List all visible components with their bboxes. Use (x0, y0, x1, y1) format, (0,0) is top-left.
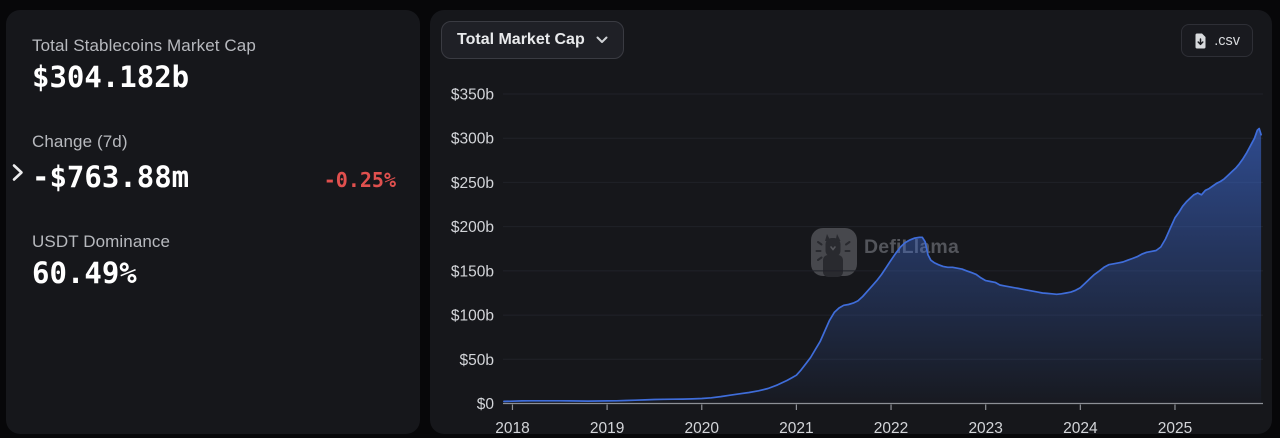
chart-panel: Total Market Cap .csv (430, 10, 1272, 434)
stat-usdt-dominance: USDT Dominance 60.49% (32, 232, 396, 290)
svg-text:2023: 2023 (968, 420, 1002, 434)
stat-label: USDT Dominance (32, 232, 171, 251)
chevron-right-icon (12, 164, 23, 181)
svg-text:$250b: $250b (451, 175, 494, 192)
change-7d-value: -$763.88m (32, 160, 190, 194)
svg-text:$300b: $300b (451, 131, 494, 148)
x-axis-labels: 2018 2019 2020 2021 2022 2023 2024 2025 (495, 420, 1192, 434)
svg-text:$150b: $150b (451, 263, 494, 280)
stats-panel: Total Stablecoins Market Cap $304.182b C… (6, 10, 420, 434)
svg-text:2020: 2020 (685, 420, 720, 434)
svg-text:2022: 2022 (874, 420, 908, 434)
svg-text:$350b: $350b (451, 87, 494, 104)
file-download-icon (1195, 33, 1206, 48)
stat-total-market-cap: Total Stablecoins Market Cap $304.182b (32, 36, 396, 94)
svg-text:$0: $0 (477, 396, 495, 413)
svg-text:2025: 2025 (1158, 420, 1192, 434)
svg-text:2021: 2021 (779, 420, 813, 434)
svg-text:$50b: $50b (460, 352, 494, 369)
chevron-down-icon (596, 36, 608, 43)
expand-change-toggle[interactable] (11, 163, 24, 182)
area-fill (503, 128, 1262, 404)
total-market-cap-value: $304.182b (32, 60, 190, 94)
market-cap-line (503, 127, 1262, 403)
y-axis-labels: $0 $50b $100b $150b $200b $250b $300b $350b (451, 87, 494, 414)
metric-dropdown-label: Total Market Cap (457, 31, 585, 48)
change-7d-percent: -0.25% (323, 168, 396, 192)
usdt-dominance-value: 60.49% (32, 256, 137, 290)
stat-label: Change (7d) (32, 132, 128, 151)
metric-dropdown[interactable]: Total Market Cap (441, 21, 624, 59)
svg-text:$200b: $200b (451, 219, 494, 236)
download-csv-button[interactable]: .csv (1181, 24, 1253, 57)
chart-header: Total Market Cap .csv (430, 10, 1272, 70)
x-axis (503, 402, 1263, 410)
svg-text:$100b: $100b (451, 308, 494, 325)
svg-text:2018: 2018 (495, 420, 529, 434)
svg-text:2024: 2024 (1063, 420, 1098, 434)
stablecoins-market-cap-chart[interactable]: $0 $50b $100b $150b $200b $250b $300b $350b 2018… (430, 10, 1272, 434)
svg-text:2019: 2019 (590, 420, 624, 434)
stat-label: Total Stablecoins Market Cap (32, 36, 256, 55)
csv-button-label: .csv (1214, 32, 1240, 49)
stat-change-7d: Change (7d) -$763.88m -0.25% (12, 132, 396, 194)
